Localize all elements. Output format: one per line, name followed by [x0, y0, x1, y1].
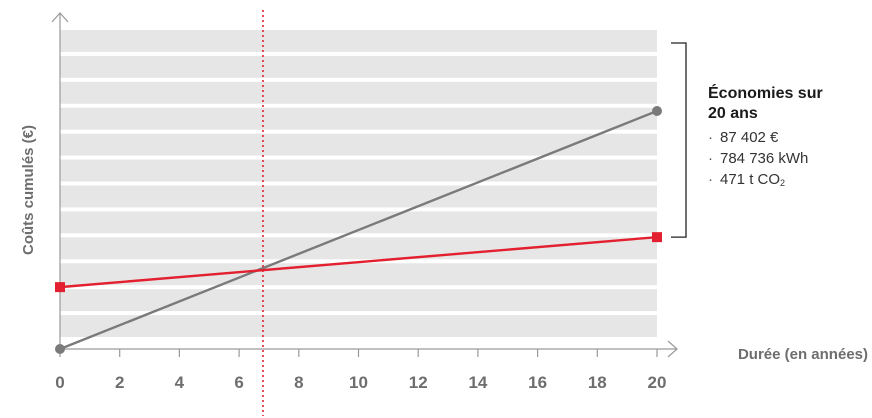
savings-panel: Économies sur 20 ans · 87 402 € · 784 736 … [708, 84, 838, 194]
savings-co2-subscript: 2 [780, 178, 786, 188]
background-bands [60, 30, 657, 337]
band [60, 159, 657, 182]
bullet-icon: · [708, 171, 713, 188]
savings-bracket [671, 42, 687, 238]
bullet-icon: · [708, 129, 713, 146]
band [60, 237, 657, 260]
band [60, 185, 657, 208]
savings-item-cost: · 87 402 € [708, 127, 838, 148]
band [60, 211, 657, 234]
savings-cost: 87 402 € [720, 129, 779, 146]
bullet-icon: · [708, 150, 713, 167]
savings-title: Économies sur 20 ans [708, 85, 823, 122]
band [60, 55, 657, 78]
series-layer [55, 106, 662, 354]
band [60, 315, 657, 337]
x-tick-label: 12 [409, 373, 428, 392]
x-tick-label: 8 [294, 373, 303, 392]
x-tick-label: 4 [175, 373, 185, 392]
y-axis-label: Coûts cumulés (€) [20, 125, 37, 255]
x-tick-label: 14 [468, 373, 487, 392]
x-axis-label: Durée (en années) [738, 346, 868, 363]
x-tick-label: 6 [234, 373, 243, 392]
y-axis-arrow [51, 12, 69, 23]
savings-item-energy: · 784 736 kWh [708, 148, 838, 169]
series-point [55, 282, 65, 293]
savings-list: · 87 402 € · 784 736 kWh · 471 t CO2 [708, 127, 838, 194]
series-point [652, 232, 662, 243]
x-ticks: 0 2 4 6 8 10 12 14 16 18 20 [55, 349, 666, 392]
series-point [55, 344, 65, 354]
series-line-0 [59, 109, 658, 351]
savings-item-co2: · 471 t CO2 [708, 169, 838, 194]
x-tick-label: 20 [648, 373, 667, 392]
series-line-1 [59, 235, 658, 289]
band [60, 81, 657, 104]
x-tick-label: 0 [55, 373, 64, 392]
x-tick-label: 10 [349, 373, 368, 392]
series-point [652, 106, 662, 116]
band [60, 133, 657, 156]
x-tick-label: 18 [588, 373, 607, 392]
x-tick-label: 2 [115, 373, 124, 392]
band [60, 107, 657, 130]
savings-co2: 471 t CO [720, 171, 781, 188]
band [60, 30, 657, 52]
band [60, 289, 657, 312]
band [60, 263, 657, 286]
x-axis-arrow [667, 340, 678, 358]
savings-energy: 784 736 kWh [720, 150, 809, 167]
x-tick-label: 16 [528, 373, 547, 392]
